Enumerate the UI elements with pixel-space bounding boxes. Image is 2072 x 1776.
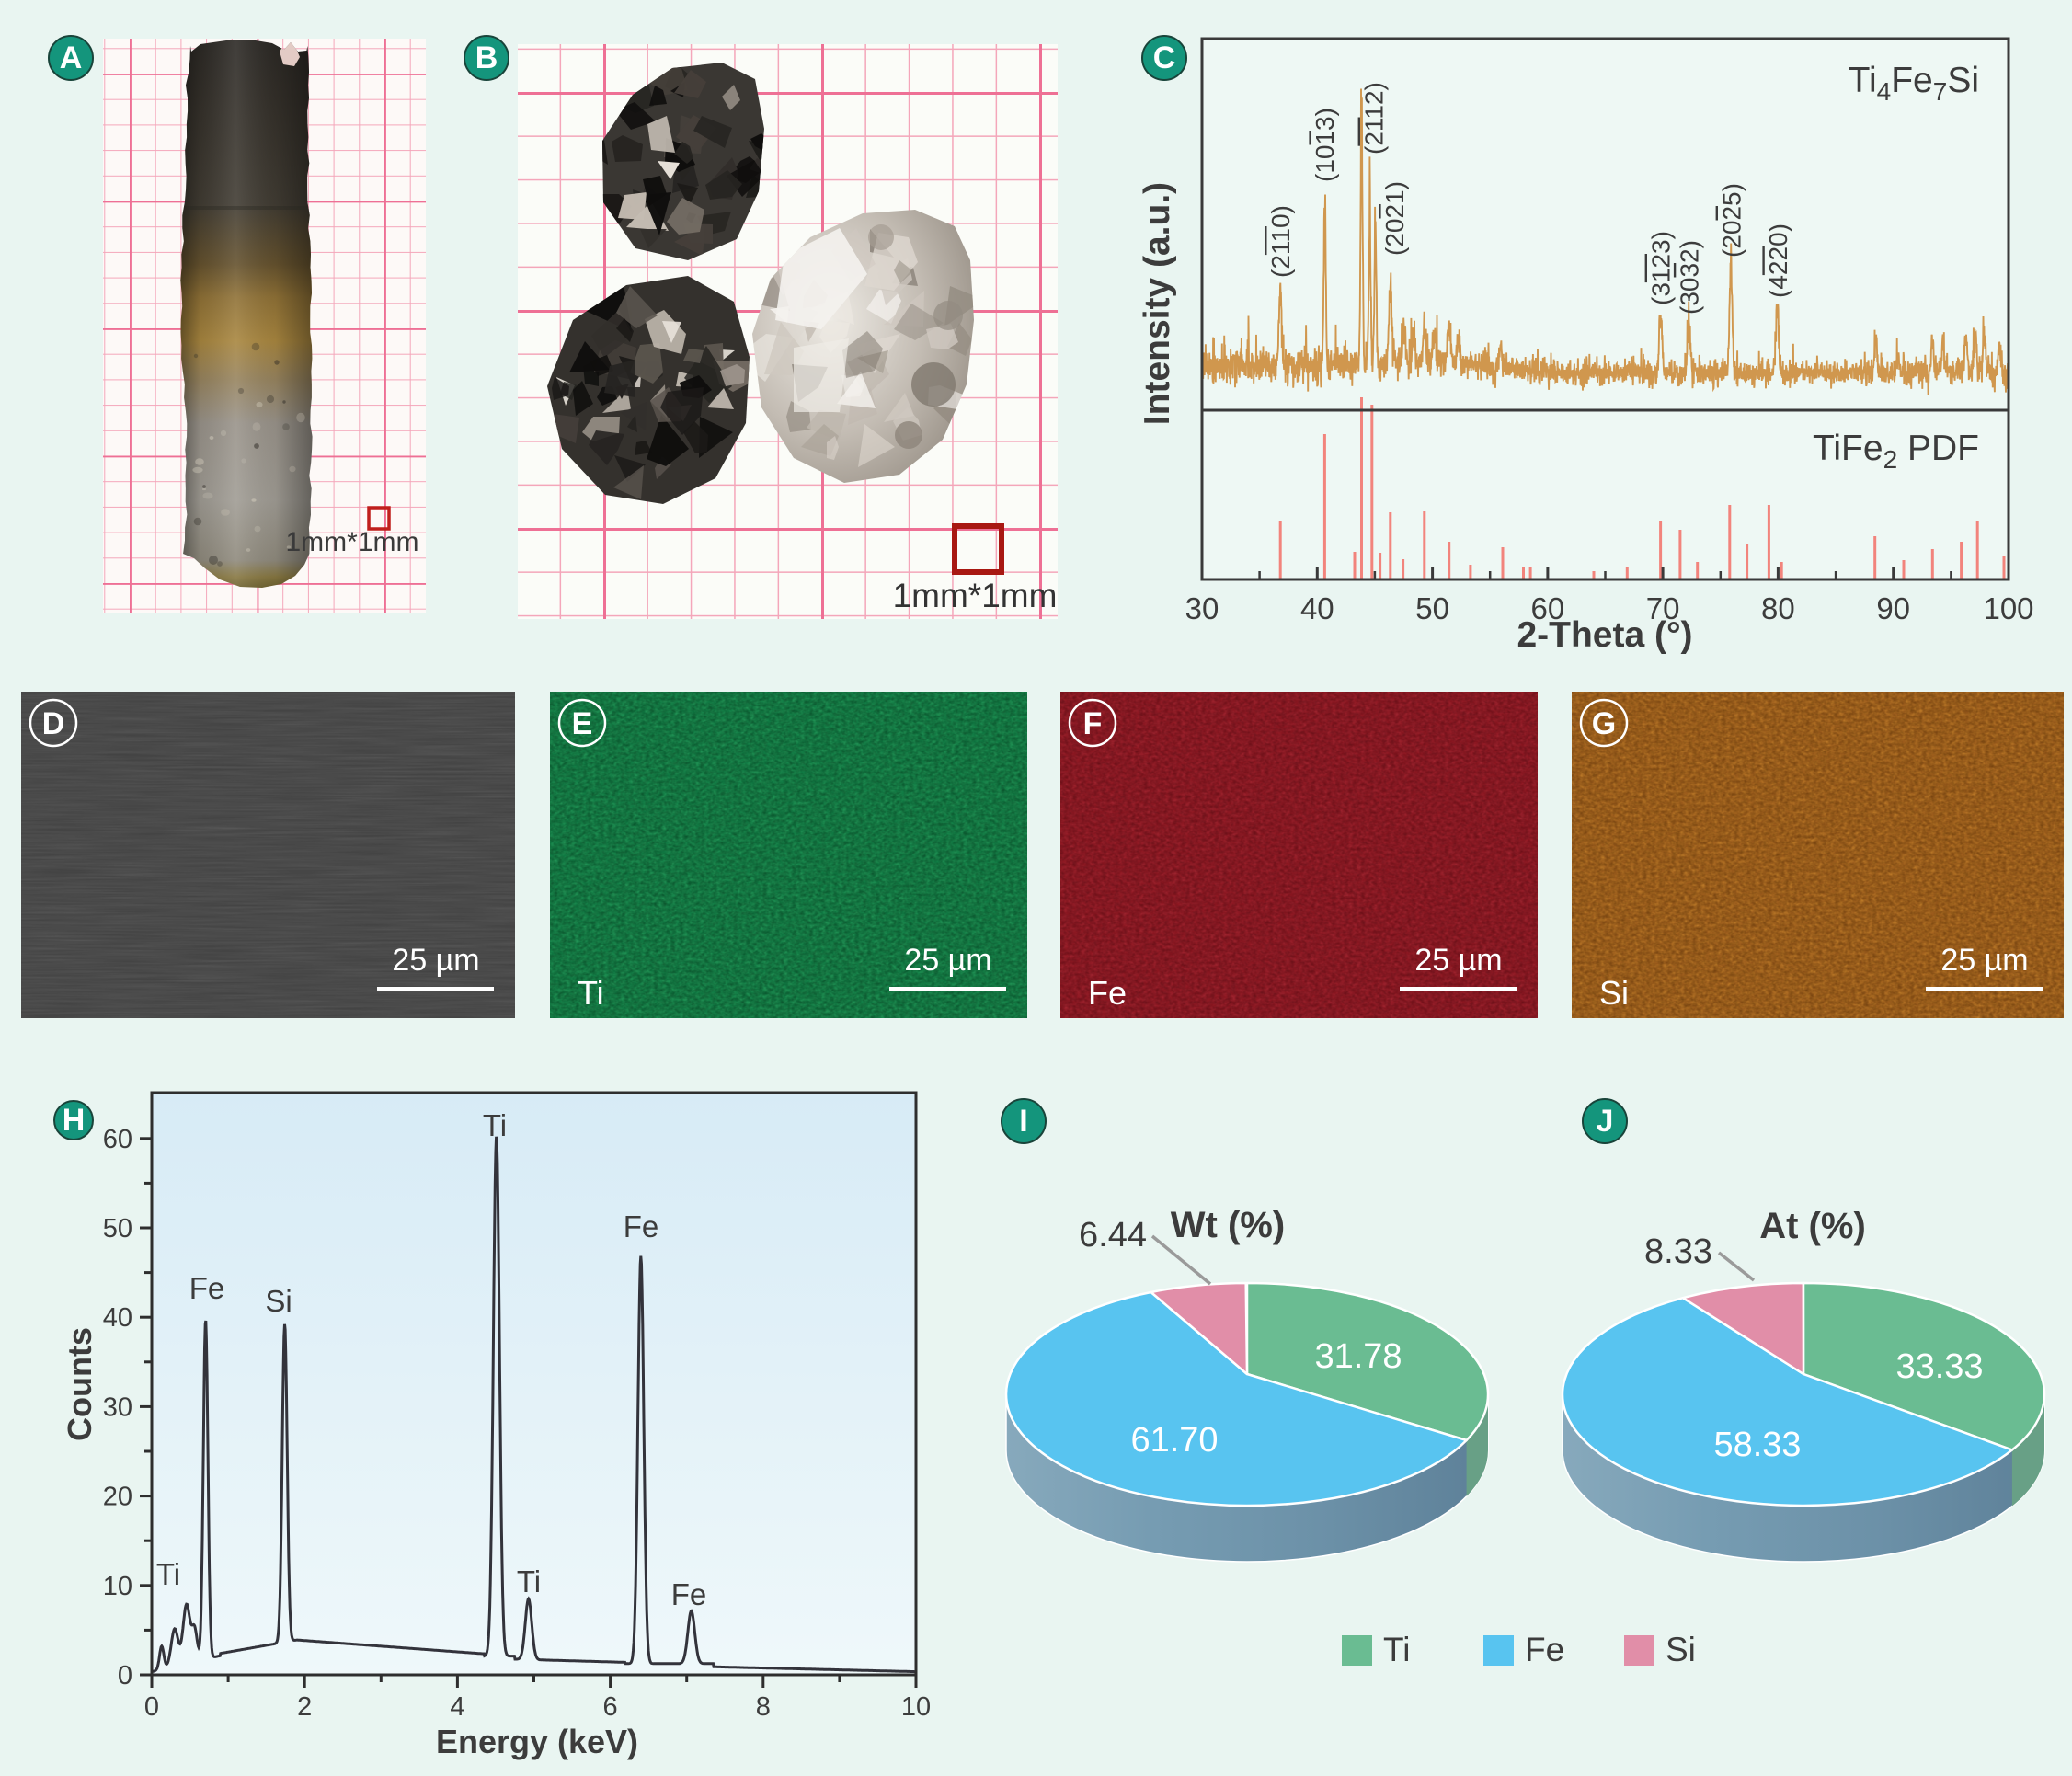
svg-text:Si: Si bbox=[1599, 974, 1629, 1012]
svg-text:40: 40 bbox=[1300, 591, 1334, 625]
svg-text:10: 10 bbox=[103, 1572, 132, 1601]
svg-text:(4220): (4220) bbox=[1764, 223, 1792, 298]
svg-text:4: 4 bbox=[450, 1692, 464, 1722]
svg-text:60: 60 bbox=[103, 1125, 132, 1154]
svg-text:8.33: 8.33 bbox=[1644, 1232, 1712, 1271]
svg-text:6.44: 6.44 bbox=[1079, 1216, 1147, 1255]
svg-text:40: 40 bbox=[103, 1303, 132, 1333]
svg-text:F: F bbox=[1083, 706, 1103, 741]
svg-text:(3123): (3123) bbox=[1646, 231, 1675, 305]
svg-text:Fe: Fe bbox=[671, 1577, 707, 1611]
svg-text:2-Theta (°): 2-Theta (°) bbox=[1517, 615, 1692, 655]
svg-text:25 µm: 25 µm bbox=[1414, 943, 1502, 978]
svg-text:Energy (keV): Energy (keV) bbox=[436, 1723, 638, 1760]
svg-text:Fe: Fe bbox=[1525, 1631, 1564, 1668]
svg-text:1mm*1mm: 1mm*1mm bbox=[285, 527, 418, 557]
svg-text:10: 10 bbox=[901, 1692, 931, 1722]
svg-text:61.70: 61.70 bbox=[1130, 1421, 1218, 1460]
svg-text:80: 80 bbox=[1761, 591, 1795, 625]
svg-text:(2021): (2021) bbox=[1380, 181, 1409, 256]
svg-text:50: 50 bbox=[1415, 591, 1449, 625]
svg-text:Intensity (a.u.): Intensity (a.u.) bbox=[1138, 182, 1177, 425]
svg-text:Fe: Fe bbox=[189, 1271, 225, 1305]
svg-text:31.78: 31.78 bbox=[1314, 1337, 1402, 1376]
svg-text:(2110): (2110) bbox=[1266, 205, 1295, 278]
svg-text:G: G bbox=[1592, 706, 1616, 741]
svg-text:Fe: Fe bbox=[624, 1209, 659, 1243]
svg-text:0: 0 bbox=[118, 1661, 132, 1690]
svg-text:30: 30 bbox=[1185, 591, 1219, 625]
svg-text:20: 20 bbox=[103, 1483, 132, 1512]
svg-text:25 µm: 25 µm bbox=[1940, 943, 2028, 978]
svg-text:(3032): (3032) bbox=[1676, 240, 1704, 315]
svg-text:70: 70 bbox=[1646, 591, 1680, 625]
svg-text:Si: Si bbox=[265, 1284, 292, 1318]
svg-text:25 µm: 25 µm bbox=[904, 943, 991, 978]
svg-text:25 µm: 25 µm bbox=[392, 943, 479, 978]
svg-text:Fe: Fe bbox=[1088, 974, 1127, 1012]
svg-text:90: 90 bbox=[1876, 591, 1910, 625]
svg-text:58.33: 58.33 bbox=[1713, 1426, 1801, 1464]
svg-text:0: 0 bbox=[144, 1692, 159, 1722]
svg-text:Si: Si bbox=[1666, 1631, 1696, 1668]
svg-text:E: E bbox=[572, 706, 593, 741]
svg-text:At (%): At (%) bbox=[1759, 1206, 1866, 1246]
svg-text:8: 8 bbox=[756, 1692, 771, 1722]
svg-text:D: D bbox=[42, 706, 65, 741]
svg-text:Ti: Ti bbox=[156, 1557, 180, 1591]
svg-text:50: 50 bbox=[103, 1214, 132, 1243]
svg-text:Ti: Ti bbox=[483, 1108, 507, 1142]
svg-text:1mm*1mm: 1mm*1mm bbox=[893, 577, 1058, 614]
svg-text:100: 100 bbox=[1983, 591, 2033, 625]
svg-text:30: 30 bbox=[103, 1392, 132, 1422]
svg-text:Ti: Ti bbox=[517, 1564, 541, 1598]
svg-text:Counts: Counts bbox=[61, 1327, 98, 1441]
svg-text:(2112): (2112) bbox=[1359, 82, 1388, 155]
svg-text:60: 60 bbox=[1531, 591, 1565, 625]
svg-text:Wt (%): Wt (%) bbox=[1171, 1205, 1285, 1245]
svg-text:(1013): (1013) bbox=[1311, 108, 1339, 182]
svg-text:Ti: Ti bbox=[1383, 1631, 1410, 1668]
svg-text:Ti4Fe7Si: Ti4Fe7Si bbox=[1849, 61, 1979, 106]
svg-text:6: 6 bbox=[603, 1692, 618, 1722]
svg-text:33.33: 33.33 bbox=[1895, 1347, 1983, 1386]
svg-text:Ti: Ti bbox=[578, 974, 604, 1012]
svg-text:2: 2 bbox=[297, 1692, 312, 1722]
svg-text:(2025): (2025) bbox=[1717, 183, 1746, 258]
